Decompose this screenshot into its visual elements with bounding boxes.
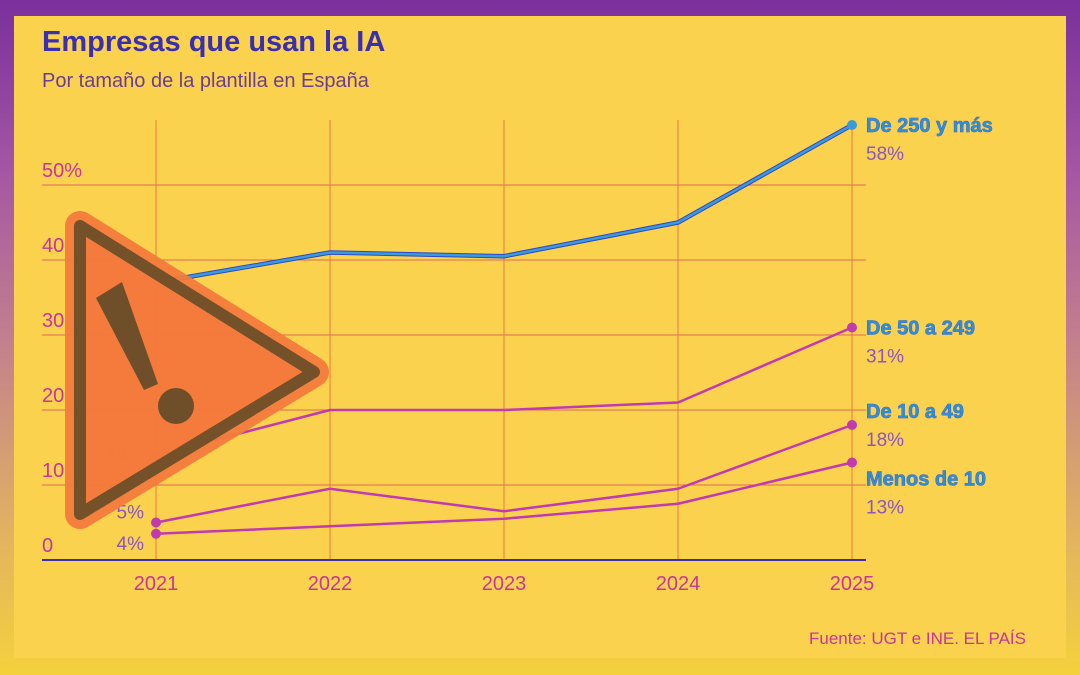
y-tick-label: 40	[42, 235, 64, 257]
series-end-value: 18%	[866, 430, 904, 451]
series-end-name: Menos de 10	[866, 469, 986, 491]
series-point	[847, 322, 857, 333]
series-end-name: De 250 y más	[866, 115, 993, 137]
series-line	[155, 423, 853, 524]
chart-subtitle: Por tamaño de la plantilla en España	[42, 70, 370, 92]
series-point	[847, 420, 857, 430]
series-start-value: 5%	[117, 503, 145, 524]
x-tick-label: 2025	[830, 573, 875, 595]
line-chart: Empresas que usan la IA Por tamaño de la…	[42, 26, 1026, 648]
x-tick-label: 2021	[134, 573, 179, 595]
series-line	[155, 123, 853, 284]
x-tick-label: 2022	[308, 573, 353, 595]
y-tick-label: 10	[42, 460, 64, 482]
series-point	[847, 120, 857, 130]
y-tick-label: 30	[42, 310, 64, 332]
x-axis-ticks: 2021 2022 2023 2024 2025	[134, 573, 875, 595]
chart-title: Empresas que usan la IA	[42, 26, 385, 58]
y-tick-label: 0	[42, 535, 53, 557]
warning-triangle-icon	[65, 211, 329, 529]
series-line	[155, 461, 853, 535]
y-tick-label: 50%	[42, 160, 82, 182]
series-start-value: 4%	[117, 534, 145, 555]
source-note: Fuente: UGT e INE. EL PAÍS	[809, 629, 1026, 648]
series-line	[155, 326, 853, 457]
series-point	[151, 517, 161, 528]
series-point	[847, 457, 857, 468]
x-tick-label: 2023	[482, 573, 527, 595]
y-tick-label: 20	[42, 385, 64, 407]
series-end-value: 31%	[866, 347, 904, 368]
chart-card: Empresas que usan la IA Por tamaño de la…	[14, 16, 1066, 658]
x-tick-label: 2024	[656, 573, 701, 595]
series-end-name: De 50 a 249	[866, 318, 975, 340]
series-end-value: 58%	[866, 144, 904, 165]
series-end-value: 13%	[866, 498, 904, 519]
series-end-name: De 10 a 49	[866, 401, 964, 423]
y-axis-ticks: 0 10 20 30 40 50%	[42, 160, 82, 557]
series-point	[151, 528, 161, 539]
